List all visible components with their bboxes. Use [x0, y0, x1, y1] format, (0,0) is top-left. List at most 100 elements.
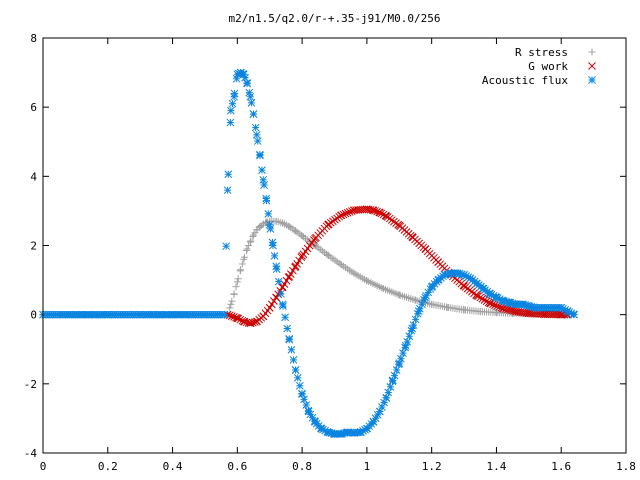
data-point [375, 208, 384, 217]
data-point [277, 289, 285, 298]
data-point [226, 304, 234, 312]
data-point [489, 300, 497, 309]
data-point [495, 303, 504, 311]
x-tick-labels: 0 0.2 0.4 0.6 0.8 1 1.2 1.4 1.6 1.8 [40, 460, 636, 473]
data-point [379, 210, 388, 219]
data-point [234, 275, 242, 283]
data-point [293, 260, 301, 268]
data-point [222, 242, 231, 251]
series-layer [39, 68, 579, 438]
data-point [341, 209, 350, 218]
y-tick-label: 8 [30, 32, 37, 45]
data-point [482, 297, 491, 306]
data-point [249, 110, 258, 118]
data-point [295, 381, 304, 390]
plot-frame [42, 37, 627, 454]
x-tick-label: 0.8 [292, 460, 312, 473]
data-point [272, 265, 281, 273]
data-point [394, 360, 403, 369]
data-point [289, 356, 298, 364]
series-g-work [223, 205, 572, 328]
x-tick-label: 0.2 [98, 460, 118, 473]
data-point [243, 247, 251, 255]
data-point [381, 211, 390, 220]
data-point [373, 207, 381, 216]
data-point [289, 266, 297, 275]
x-tick-label: 1.8 [616, 460, 636, 473]
data-point [274, 277, 283, 286]
data-point [486, 299, 495, 308]
data-point [283, 324, 292, 333]
data-point [241, 73, 249, 82]
data-point [270, 252, 279, 260]
data-point [238, 316, 247, 325]
x-tick-label: 0 [40, 460, 47, 473]
legend-marker [588, 62, 596, 70]
data-point [249, 318, 257, 327]
axis-ticks [42, 37, 627, 454]
data-point [223, 186, 232, 195]
legend-label: G work [528, 60, 568, 73]
data-point [228, 99, 237, 108]
y-tick-label: 2 [30, 240, 37, 253]
data-point [224, 170, 233, 179]
data-point [286, 270, 295, 278]
data-point [262, 194, 271, 203]
x-tick-label: 1.4 [487, 460, 507, 473]
y-tick-label: -4 [24, 447, 38, 460]
data-point [497, 303, 506, 312]
data-point [230, 89, 239, 98]
data-point [569, 310, 578, 319]
data-point [291, 263, 299, 272]
legend-marker [588, 48, 596, 56]
data-point [226, 118, 235, 127]
data-point [255, 150, 264, 159]
data-point [238, 260, 246, 268]
data-point [295, 256, 304, 265]
data-point [252, 130, 261, 139]
y-tick-label: 4 [30, 170, 37, 183]
data-point [260, 181, 268, 189]
x-tick-label: 1.2 [422, 460, 442, 473]
y-tick-label: 0 [30, 309, 37, 322]
data-point [245, 88, 254, 97]
legend-label: R stress [515, 46, 568, 59]
data-point [236, 315, 245, 324]
data-point [249, 233, 257, 241]
y-tick-labels: -4 -2 0 2 4 6 8 [24, 32, 38, 460]
data-point [392, 366, 401, 374]
data-point [253, 137, 262, 145]
x-tick-label: 0.6 [227, 460, 247, 473]
data-point [371, 206, 379, 215]
data-point [369, 206, 377, 215]
data-point [339, 210, 348, 219]
data-point [474, 292, 482, 301]
data-point [236, 267, 244, 275]
data-point [291, 366, 300, 374]
data-point [230, 313, 238, 321]
data-point [418, 300, 426, 309]
legend-marker [588, 76, 596, 84]
data-point [234, 314, 242, 323]
data-point [227, 300, 235, 308]
series-acoustic-flux [39, 68, 579, 438]
y-tick-label: 6 [30, 101, 37, 114]
data-point [228, 297, 236, 305]
data-point [251, 318, 259, 326]
data-point [298, 389, 306, 398]
data-point [282, 276, 291, 285]
data-point [230, 290, 238, 298]
y-tick-label: -2 [24, 378, 37, 391]
data-point [287, 345, 296, 354]
data-point [272, 293, 280, 302]
data-point [476, 293, 485, 302]
x-tick-label: 0.4 [163, 460, 183, 473]
data-point [227, 312, 236, 321]
data-point [343, 208, 352, 217]
x-tick-label: 1 [364, 460, 371, 473]
data-point [472, 291, 480, 299]
data-point [293, 374, 302, 382]
data-point [233, 278, 241, 286]
